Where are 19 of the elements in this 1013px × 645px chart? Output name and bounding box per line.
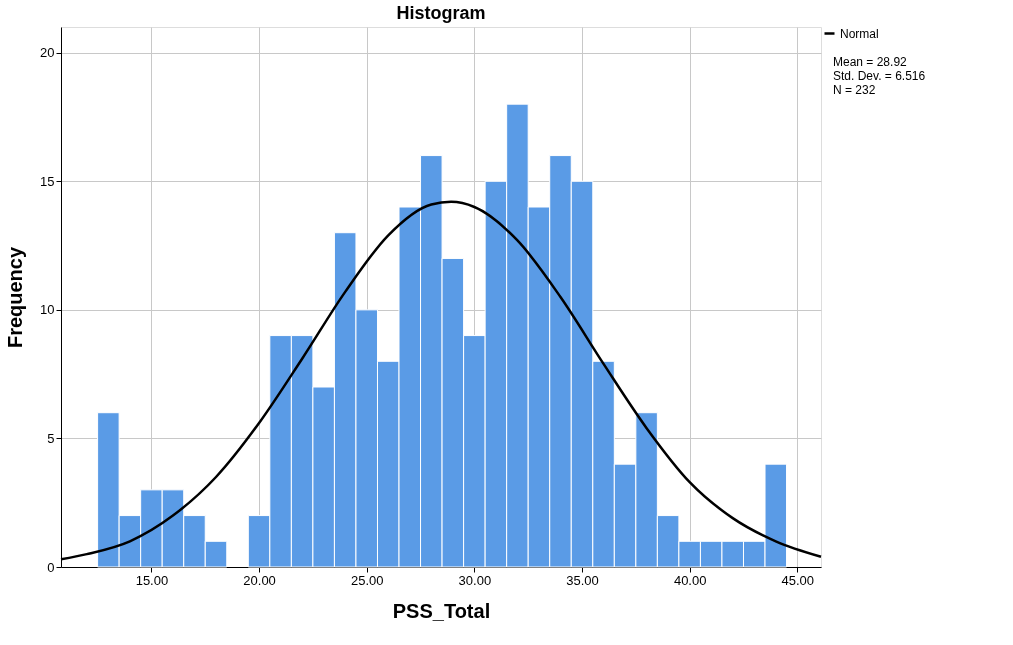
x-tick-label: 40.00 xyxy=(673,572,707,588)
y-tick-label: 15 xyxy=(40,173,55,189)
x-tick-label: 45.00 xyxy=(781,572,815,588)
text: Mean = 28.92 xyxy=(833,55,908,69)
x-tick-label: 25.00 xyxy=(350,572,384,588)
y-tick-label: 5 xyxy=(47,430,55,446)
y-axis-title: Frequency xyxy=(4,246,27,349)
y-tick-label: 0 xyxy=(47,559,55,575)
x-tick-label: 35.00 xyxy=(566,572,599,588)
y-tick-label: 10 xyxy=(40,302,55,318)
legend-label: Normal xyxy=(840,26,879,41)
x-tick-label: 30.00 xyxy=(458,572,492,588)
x-axis-title: PSS_Total xyxy=(392,599,491,622)
y-tick-label: 20 xyxy=(40,45,55,61)
x-tick-label: 20.00 xyxy=(243,572,276,588)
text: N = 232 xyxy=(833,83,876,97)
x-tick-label: 15.00 xyxy=(135,572,169,588)
chart-title: Histogram xyxy=(396,3,486,23)
text: Std. Dev. = 6.516 xyxy=(833,69,926,83)
